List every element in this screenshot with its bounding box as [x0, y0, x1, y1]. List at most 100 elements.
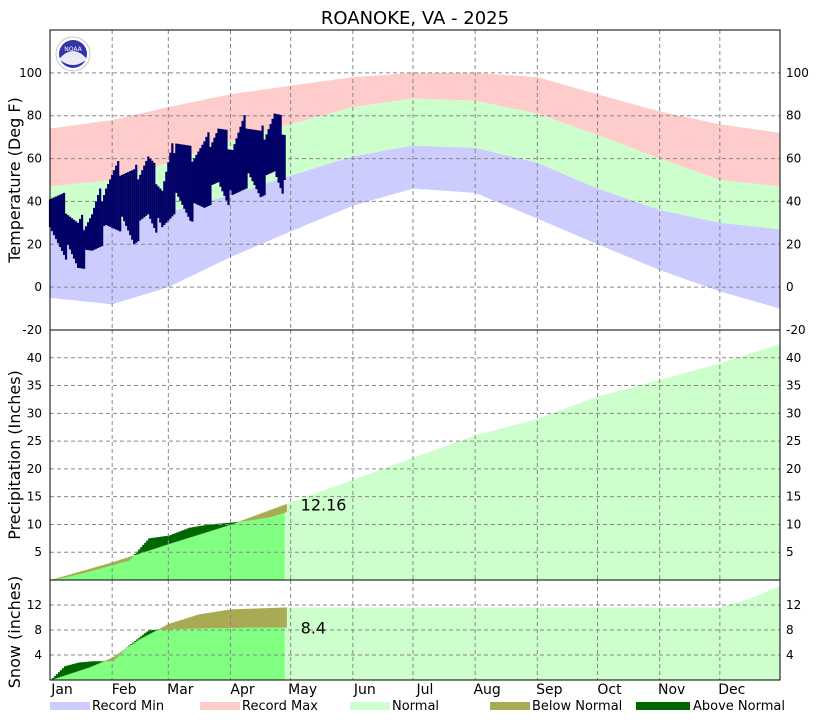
precipitation-below-normal	[114, 561, 117, 565]
precipitation-below-normal	[126, 557, 129, 562]
precipitation-below-normal	[59, 577, 63, 579]
snow-above-normal	[138, 637, 141, 640]
snow-below-normal	[110, 658, 113, 662]
precipitation-above-normal	[196, 526, 199, 536]
snow-above-normal	[136, 639, 139, 641]
snow-below-normal	[164, 625, 167, 630]
precipitation-above-normal	[208, 524, 211, 532]
precipitation-above-normal	[180, 530, 183, 541]
snow-below-normal	[178, 620, 181, 630]
snow-above-normal	[61, 668, 65, 677]
precipitation-below-normal	[130, 556, 133, 559]
month-label: Jul	[416, 682, 434, 698]
precipitation-below-normal	[124, 558, 127, 562]
snow-tick-left: 4	[34, 648, 42, 662]
snow-below-normal	[182, 619, 185, 629]
snow-above-normal	[130, 644, 133, 645]
snow-below-normal	[114, 656, 117, 660]
precipitation-above-normal	[170, 534, 173, 544]
snow-below-normal	[246, 608, 249, 628]
precipitation-below-normal	[278, 506, 281, 515]
precipitation-above-normal	[158, 536, 161, 548]
precipitation-above-normal	[136, 551, 139, 555]
precipitation-below-normal	[88, 569, 91, 572]
precipitation-tick-left: 40	[27, 351, 42, 365]
snow-below-normal	[238, 609, 241, 628]
precipitation-tick-left: 30	[27, 406, 42, 420]
snow-above-normal	[128, 645, 131, 647]
snow-below-normal	[176, 621, 179, 630]
snow-axis-label: Snow (inches)	[5, 576, 24, 688]
snow-below-normal	[224, 610, 227, 629]
precipitation-above-normal	[156, 537, 159, 548]
temperature-tick-right: 0	[786, 280, 794, 294]
precipitation-tick-left: 20	[27, 462, 42, 476]
snow-below-normal	[274, 607, 277, 628]
precipitation-above-normal	[188, 527, 191, 538]
precipitation-tick-right: 15	[786, 490, 801, 504]
snow-tick-left: 12	[27, 598, 42, 612]
chart-title: ROANOKE, VA - 2025	[321, 8, 509, 29]
snow-below-normal	[112, 657, 115, 662]
precipitation-tick-right: 10	[786, 517, 801, 531]
precipitation-above-normal	[192, 527, 195, 537]
snow-below-normal	[248, 608, 251, 628]
precipitation-below-normal	[81, 570, 85, 574]
precipitation-tick-right: 20	[786, 462, 801, 476]
snow-below-normal	[226, 610, 229, 629]
snow-panel: 4 4 8 8 12 12 8.4	[27, 579, 801, 681]
precipitation-above-normal	[212, 524, 215, 531]
snow-above-normal	[51, 678, 55, 680]
snow-above-normal	[132, 642, 135, 644]
month-label: Feb	[112, 682, 137, 698]
precipitation-above-normal	[232, 522, 235, 524]
svg-text:NOAA: NOAA	[64, 46, 82, 53]
precipitation-above-normal	[222, 523, 225, 527]
snow-above-normal	[140, 636, 143, 639]
precipitation-below-normal	[252, 516, 255, 520]
temperature-tick-right: 60	[786, 152, 801, 166]
temperature-tick-left: 100	[19, 66, 42, 80]
snow-below-normal	[172, 622, 175, 630]
snow-above-normal	[94, 661, 97, 665]
snow-above-normal	[71, 664, 75, 673]
month-label: Jan	[50, 682, 73, 698]
precipitation-above-normal	[206, 524, 209, 532]
snow-below-normal	[230, 609, 233, 629]
snow-above-normal	[142, 634, 145, 638]
snow-above-normal	[96, 661, 99, 665]
temperature-tick-left: 0	[34, 280, 42, 294]
snow-below-normal	[180, 620, 183, 629]
snow-above-normal	[92, 661, 95, 666]
precipitation-above-normal	[146, 540, 149, 552]
snow-below-normal	[106, 660, 109, 662]
temperature-tick-left: 60	[27, 152, 42, 166]
noaa-logo: NOAA	[55, 36, 91, 72]
snow-below-normal	[190, 616, 193, 629]
snow-frame	[49, 579, 781, 681]
precipitation-above-normal	[218, 523, 221, 529]
snow-above-normal	[75, 663, 79, 672]
precipitation-below-normal	[244, 519, 247, 521]
snow-below-normal	[234, 609, 237, 628]
snow-below-normal	[266, 608, 269, 628]
precipitation-below-normal	[75, 572, 79, 575]
legend-swatch	[350, 702, 390, 710]
snow-above-normal	[79, 662, 83, 671]
month-label: Apr	[230, 682, 254, 698]
precipitation-above-normal	[190, 527, 193, 537]
precipitation-above-normal	[140, 547, 143, 554]
snow-below-normal	[122, 650, 125, 652]
snow-below-normal	[192, 616, 195, 629]
precipitation-tick-left: 35	[27, 379, 42, 393]
precipitation-above-normal	[210, 524, 213, 531]
snow-below-normal	[270, 607, 273, 628]
month-label: May	[288, 682, 317, 698]
snow-below-normal	[216, 611, 219, 629]
legend-swatch	[200, 702, 240, 710]
snow-above-normal	[69, 664, 73, 674]
precipitation-below-normal	[79, 571, 83, 574]
precipitation-below-normal	[118, 560, 121, 564]
precipitation-below-normal	[254, 515, 257, 520]
month-label: Sep	[536, 682, 563, 698]
